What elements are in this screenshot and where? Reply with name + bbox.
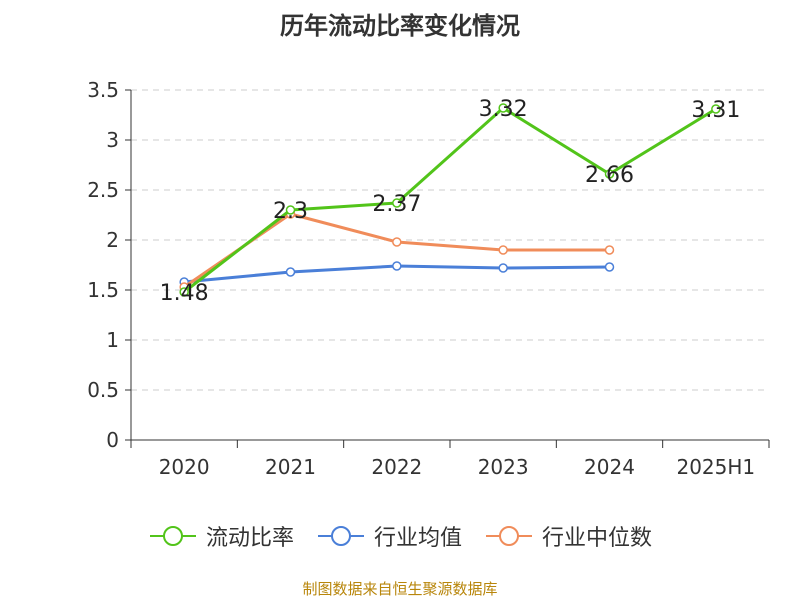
source-note: 制图数据来自恒生聚源数据库	[302, 580, 498, 598]
data-label: 3.32	[479, 97, 528, 122]
data-label: 2.37	[372, 192, 421, 217]
data-label: 2.66	[585, 163, 634, 188]
data-point	[498, 263, 508, 273]
y-tick-label: 0.5	[87, 378, 119, 402]
data-point	[285, 205, 296, 215]
x-tick-label: 2023	[478, 455, 529, 479]
series-line	[183, 106, 717, 294]
data-point	[604, 169, 615, 179]
y-tick-label: 3	[106, 128, 119, 152]
x-tick-label: 2022	[371, 455, 422, 479]
legend-marker-industry-mean	[317, 526, 364, 546]
data-label: 2.3	[273, 199, 308, 224]
legend-item-current-ratio[interactable]: 流动比率	[148, 520, 294, 552]
legend-label-industry-mean: 行业均值	[373, 526, 462, 551]
legend-label-industry-median: 行业中位数	[542, 526, 653, 551]
data-label: 1.48	[160, 281, 209, 306]
y-tick-label: 0	[106, 428, 119, 452]
y-tick-label: 2.5	[87, 178, 119, 202]
y-tick-label: 1.5	[87, 278, 119, 302]
data-point	[285, 267, 296, 277]
legend-label-current-ratio: 流动比率	[205, 526, 294, 551]
data-point	[498, 245, 508, 255]
legend-item-industry-median[interactable]: 行业中位数	[484, 520, 652, 552]
x-tick-label: 2024	[584, 455, 635, 479]
legend-marker-industry-median	[486, 526, 532, 546]
x-tick-label: 2025H1	[676, 455, 755, 479]
data-point	[711, 104, 721, 114]
data-point	[604, 245, 615, 255]
legend: 流动比率 行业均值 行业中位数	[0, 520, 800, 552]
data-point	[392, 237, 402, 247]
data-point	[392, 261, 402, 271]
data-point	[179, 287, 189, 297]
y-tick-label: 1	[106, 328, 119, 352]
x-tick-label: 2020	[159, 455, 210, 479]
data-label: 3.31	[691, 98, 740, 123]
data-point	[498, 103, 508, 113]
y-tick-label: 3.5	[87, 78, 119, 102]
data-point	[392, 198, 402, 208]
data-point	[604, 262, 615, 272]
x-tick-label: 2021	[265, 455, 316, 479]
legend-marker-current-ratio	[149, 526, 196, 546]
chart-title: 历年流动比率变化情况	[280, 12, 520, 40]
y-tick-label: 2	[106, 228, 119, 252]
legend-item-industry-mean[interactable]: 行业均值	[316, 520, 462, 552]
